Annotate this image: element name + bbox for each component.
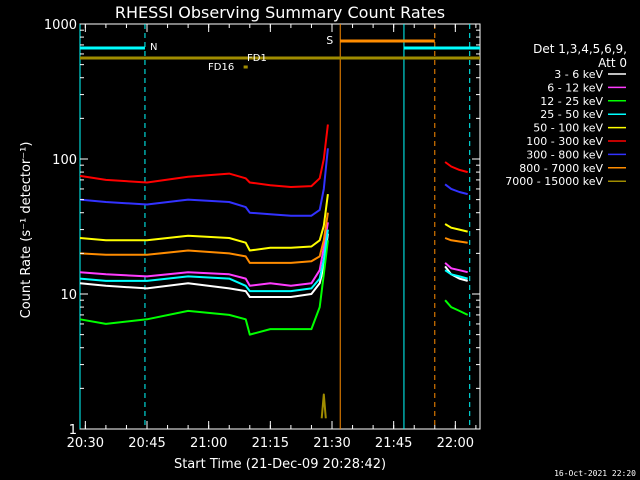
series-line (79, 193, 329, 252)
series-line (444, 183, 468, 196)
series-line (444, 299, 469, 316)
x-tick-label: 20:30 (67, 436, 104, 451)
series-line (79, 222, 329, 287)
series-line (79, 148, 329, 217)
series-line (79, 229, 329, 293)
series-line (444, 262, 468, 274)
x-tick-label: 21:00 (190, 436, 227, 451)
night-label: N (150, 42, 157, 53)
x-tick-label: 20:45 (128, 436, 165, 451)
series-300-800-kev (79, 148, 468, 217)
legend-label: 800 - 7000 keV (519, 162, 603, 175)
y-tick-label: 100 (52, 153, 77, 168)
x-tick-label: 21:15 (252, 436, 289, 451)
x-axis-ticks: 20:30 20:45 21:00 21:15 21:30 21:45 22:00 (67, 24, 477, 451)
legend-label: 12 - 25 keV (540, 95, 603, 108)
x-tick-label: 21:30 (313, 436, 350, 451)
y-tick-label: 10 (60, 288, 77, 303)
y-axis-label: Count Rate (s⁻¹ detector⁻¹) (19, 142, 34, 319)
x-tick-label: 21:45 (375, 436, 412, 451)
legend-label: 100 - 300 keV (526, 135, 603, 148)
y-tick-label: 1000 (44, 18, 77, 33)
series-line (444, 269, 468, 280)
y-tick-label: 1 (69, 423, 77, 438)
x-tick-label: 22:00 (437, 436, 474, 451)
legend-label: 7000 - 15000 keV (505, 175, 603, 188)
legend-label: 50 - 100 keV (533, 122, 603, 135)
legend-header-line-2: Att 0 (598, 56, 627, 70)
chart-title: RHESSI Observing Summary Count Rates (115, 3, 445, 22)
saa-label: S (326, 34, 333, 47)
series-line (320, 393, 327, 419)
series-line (79, 212, 329, 264)
series-line (444, 161, 468, 174)
series-line (444, 265, 468, 282)
fd1-label: FD1 (247, 53, 267, 64)
series-line (79, 124, 329, 188)
x-axis-label: Start Time (21-Dec-09 20:28:42) (174, 457, 386, 472)
series-line (79, 233, 329, 298)
series-line (79, 240, 329, 336)
annotations-layer: N S FD1 FD16 (79, 24, 480, 429)
series-3-6-kev (79, 233, 468, 298)
legend-label: 6 - 12 keV (547, 81, 603, 94)
series-25-50-kev (79, 229, 468, 293)
fd16-label: FD16 (208, 62, 234, 73)
legend-label: 25 - 50 keV (540, 108, 603, 121)
series-layer (79, 124, 469, 419)
series-6-12-kev (79, 222, 468, 287)
series-800-7000-kev (79, 212, 468, 264)
series-7000-15000-kev (320, 393, 327, 419)
legend-label: 3 - 6 keV (554, 68, 603, 81)
series-100-300-kev (79, 124, 468, 188)
legend-header-line-1: Det 1,3,4,5,6,9, (533, 42, 627, 56)
series-50-100-kev (79, 193, 468, 252)
series-line (444, 237, 468, 244)
legend-label: 300 - 800 keV (526, 148, 603, 161)
y-axis-ticks: 1 10 100 1000 (44, 18, 480, 438)
series-12-25-kev (79, 240, 469, 336)
footer-timestamp: 16-Oct-2021 22:20 (554, 469, 636, 478)
series-line (444, 223, 468, 233)
